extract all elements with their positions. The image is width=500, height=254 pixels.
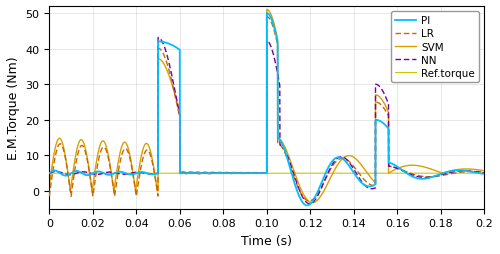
X-axis label: Time (s): Time (s) [242,234,292,247]
Legend: PI, LR, SVM, NN, Ref.torque: PI, LR, SVM, NN, Ref.torque [391,12,479,83]
Y-axis label: E.M.Torque (Nm): E.M.Torque (Nm) [7,56,20,160]
